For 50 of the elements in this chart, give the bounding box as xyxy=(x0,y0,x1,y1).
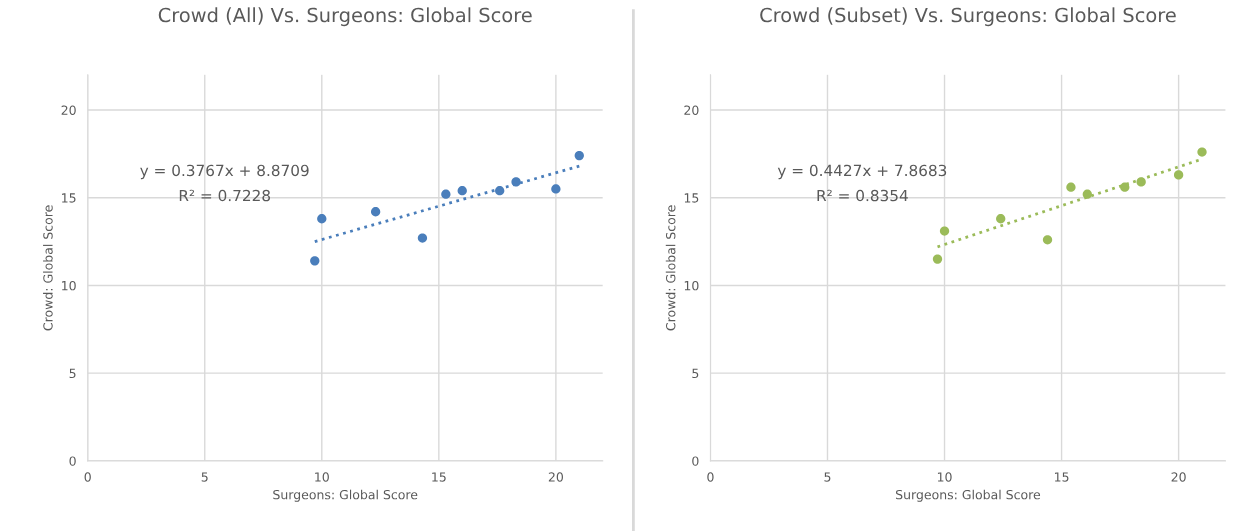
y-tick-label: 0 xyxy=(69,456,76,466)
point xyxy=(1120,182,1130,192)
point xyxy=(457,186,467,196)
point xyxy=(551,184,561,194)
chart-title: Crowd (Subset) Vs. Surgeons: Global Score xyxy=(760,7,1176,27)
y-tick-label: 15 xyxy=(62,193,76,203)
point xyxy=(996,214,1006,224)
point xyxy=(495,186,505,196)
point xyxy=(1197,147,1207,157)
x-axis-title: Surgeons: Global Score xyxy=(273,489,418,502)
x-tick-label: 5 xyxy=(201,472,208,482)
point xyxy=(932,254,943,264)
point xyxy=(574,150,584,161)
chart-title: Crowd (All) Vs. Surgeons: Global Score xyxy=(158,7,532,27)
x-tick-label: 20 xyxy=(1171,472,1186,482)
point xyxy=(441,189,451,199)
point xyxy=(1066,182,1076,192)
y-tick-label: 10 xyxy=(684,280,699,291)
x-tick-label: 5 xyxy=(824,472,831,482)
point xyxy=(1136,177,1146,187)
y-tick-label: 15 xyxy=(684,193,699,203)
y-tick-label: 10 xyxy=(62,280,76,291)
y-tick-label: 0 xyxy=(692,456,699,466)
annotation: y = 0.3767x + 8.8709 xyxy=(140,164,309,180)
x-tick-label: 10 xyxy=(937,472,952,482)
y-axis-title: Crowd: Global Score xyxy=(665,205,676,331)
y-tick-label: 20 xyxy=(684,105,699,115)
x-tick-label: 10 xyxy=(315,472,329,482)
y-tick-label: 5 xyxy=(69,368,76,379)
point xyxy=(939,226,950,236)
x-tick-label: 0 xyxy=(707,472,714,482)
point xyxy=(1082,189,1092,199)
point xyxy=(1042,235,1053,245)
x-tick-label: 0 xyxy=(84,472,91,482)
annotation: R² = 0.7228 xyxy=(179,189,271,202)
point xyxy=(417,233,428,243)
y-axis-title: Crowd: Global Score xyxy=(43,205,53,331)
point xyxy=(317,214,327,224)
y-tick-label: 5 xyxy=(692,368,699,379)
x-axis-title: Surgeons: Global Score xyxy=(896,489,1041,502)
point xyxy=(1173,170,1184,180)
point xyxy=(310,256,320,266)
x-tick-label: 15 xyxy=(1055,472,1069,482)
point xyxy=(370,207,381,217)
y-tick-label: 20 xyxy=(61,105,76,115)
annotation: y = 0.4427x + 7.8683 xyxy=(777,164,947,180)
point xyxy=(511,177,521,187)
annotation: R² = 0.8354 xyxy=(817,189,908,202)
x-tick-label: 20 xyxy=(548,472,563,482)
x-tick-label: 15 xyxy=(432,472,446,482)
